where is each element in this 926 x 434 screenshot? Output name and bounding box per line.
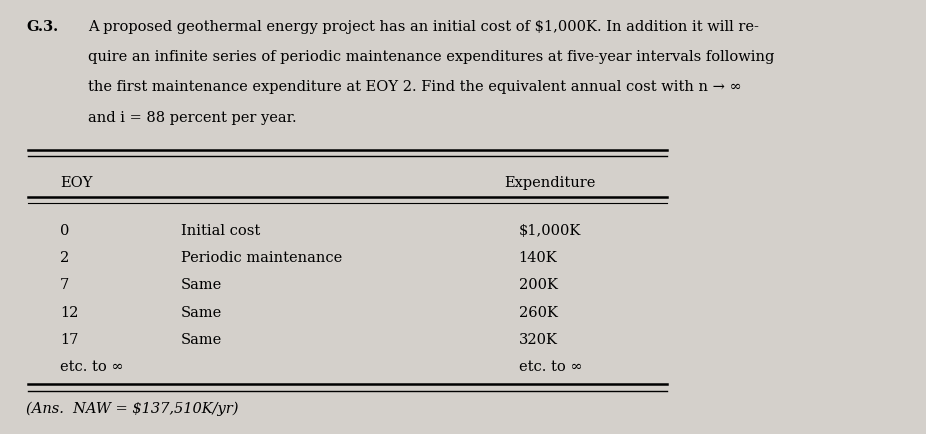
Text: 0: 0 bbox=[60, 224, 69, 237]
Text: etc. to ∞: etc. to ∞ bbox=[519, 360, 582, 374]
Text: (Ans.  NAW = $137,510K/yr): (Ans. NAW = $137,510K/yr) bbox=[26, 401, 238, 416]
Text: Same: Same bbox=[181, 333, 222, 347]
Text: Periodic maintenance: Periodic maintenance bbox=[181, 251, 342, 265]
Text: 260K: 260K bbox=[519, 306, 557, 319]
Text: 140K: 140K bbox=[519, 251, 557, 265]
Text: 7: 7 bbox=[60, 278, 69, 292]
Text: 17: 17 bbox=[60, 333, 79, 347]
Text: 12: 12 bbox=[60, 306, 79, 319]
Text: quire an infinite series of periodic maintenance expenditures at five-year inter: quire an infinite series of periodic mai… bbox=[88, 50, 774, 64]
Text: 200K: 200K bbox=[519, 278, 557, 292]
Text: A proposed geothermal energy project has an initial cost of $1,000K. In addition: A proposed geothermal energy project has… bbox=[88, 20, 758, 33]
Text: 2: 2 bbox=[60, 251, 69, 265]
Text: the first maintenance expenditure at EOY 2. Find the equivalent annual cost with: the first maintenance expenditure at EOY… bbox=[88, 80, 742, 94]
Text: EOY: EOY bbox=[60, 176, 93, 190]
Text: G.3.: G.3. bbox=[26, 20, 58, 33]
Text: $1,000K: $1,000K bbox=[519, 224, 581, 237]
Text: Expenditure: Expenditure bbox=[505, 176, 596, 190]
Text: 320K: 320K bbox=[519, 333, 557, 347]
Text: and i = 88 percent per year.: and i = 88 percent per year. bbox=[88, 111, 296, 125]
Text: etc. to ∞: etc. to ∞ bbox=[60, 360, 124, 374]
Text: Same: Same bbox=[181, 278, 222, 292]
Text: Same: Same bbox=[181, 306, 222, 319]
Text: Initial cost: Initial cost bbox=[181, 224, 260, 237]
